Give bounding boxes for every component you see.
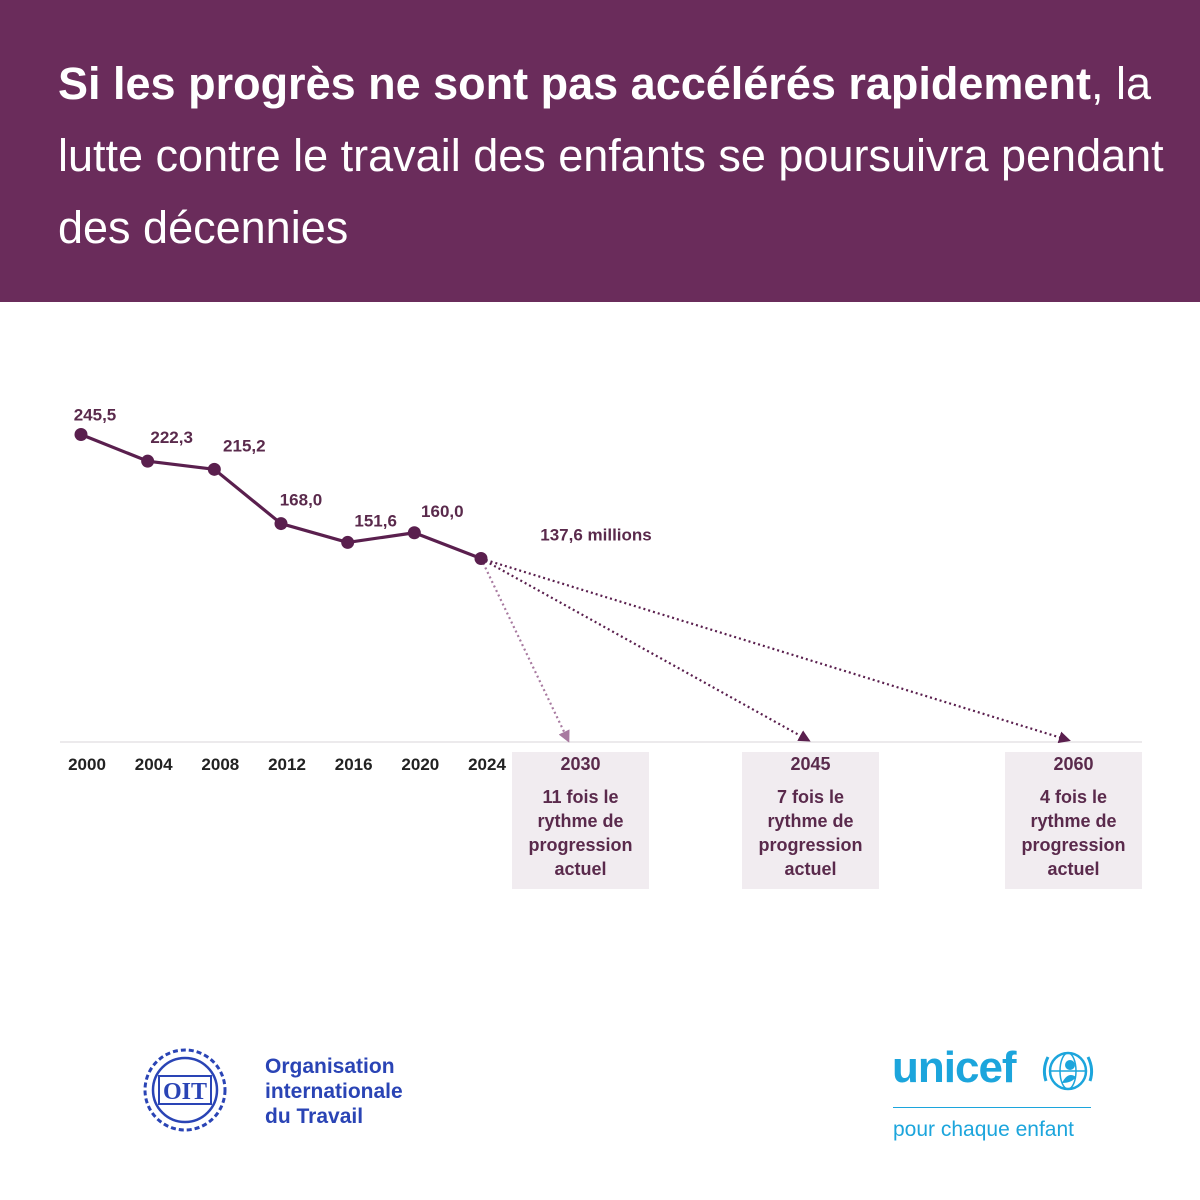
x-tick-label: 2012 bbox=[268, 755, 306, 774]
x-tick-label: 2004 bbox=[135, 755, 173, 774]
projection-label: 2030 11 fois le rythme de progression act… bbox=[512, 752, 649, 881]
header-banner: Si les progrès ne sont pas accélérés rap… bbox=[0, 0, 1200, 302]
projection-text: 4 fois le rythme de progression actuel bbox=[1021, 787, 1126, 879]
projection-text: 7 fois le rythme de progression actuel bbox=[758, 787, 863, 879]
title-regular-part: , la lutte contre le travail des enfants… bbox=[58, 58, 1164, 253]
data-point bbox=[141, 454, 155, 468]
unicef-divider bbox=[893, 1107, 1091, 1108]
x-tick-label: 2024 bbox=[468, 755, 506, 774]
unicef-emblem-icon bbox=[1042, 1051, 1094, 1091]
data-point bbox=[341, 535, 355, 549]
data-point bbox=[274, 517, 288, 531]
projection-label: 2045 7 fois le rythme de progression actu… bbox=[742, 752, 879, 881]
page-title: Si les progrès ne sont pas accélérés rap… bbox=[58, 48, 1168, 264]
child-labour-chart: 2000 2004 2008 2012 2016 2020 2024 245,5 222,3 2… bbox=[60, 406, 1142, 774]
projection-text: 11 fois le rythme de progression actuel bbox=[528, 787, 633, 879]
ilo-logo: OIT bbox=[143, 1048, 227, 1132]
data-label: 137,6 millions bbox=[540, 526, 652, 545]
ilo-emblem: OIT bbox=[143, 1048, 227, 1132]
ilo-name-line: du Travail bbox=[265, 1105, 364, 1128]
projection-label: 2060 4 fois le rythme de progression actu… bbox=[1005, 752, 1142, 881]
projection-arrow bbox=[480, 558, 570, 743]
data-label: 222,3 bbox=[150, 428, 193, 447]
projection-year-label: 2045 bbox=[790, 754, 831, 774]
projection-arrow bbox=[480, 557, 811, 742]
projection-box bbox=[512, 752, 649, 889]
ilo-emblem-text: OIT bbox=[163, 1079, 207, 1105]
unicef-wordmark: unicef bbox=[892, 1043, 1017, 1092]
ilo-name-line: internationale bbox=[265, 1080, 403, 1103]
ilo-name: Organisation internationale du Travail bbox=[265, 1054, 403, 1129]
unicef-tagline: pour chaque enfant bbox=[893, 1118, 1074, 1141]
projection-box bbox=[742, 752, 879, 889]
data-label: 215,2 bbox=[223, 436, 266, 455]
projection-year-label: 2030 bbox=[560, 754, 601, 774]
x-tick-label: 2016 bbox=[335, 755, 373, 774]
x-tick-label: 2000 bbox=[68, 755, 106, 774]
data-label: 160,0 bbox=[421, 502, 464, 521]
data-point bbox=[474, 552, 488, 565]
projection-box bbox=[1005, 752, 1142, 889]
data-point bbox=[207, 462, 221, 476]
projection-year-label: 2060 bbox=[1053, 754, 1094, 774]
projection-arrow bbox=[480, 557, 1071, 744]
x-tick-label: 2008 bbox=[201, 755, 239, 774]
data-label: 151,6 bbox=[354, 511, 397, 530]
data-point bbox=[407, 526, 421, 540]
data-point bbox=[74, 428, 88, 441]
data-label: 245,5 bbox=[74, 406, 117, 425]
title-bold-part: Si les progrès ne sont pas accélérés rap… bbox=[58, 58, 1091, 109]
ilo-name-line: Organisation bbox=[265, 1055, 395, 1078]
data-label: 168,0 bbox=[280, 491, 323, 510]
x-tick-label: 2020 bbox=[401, 755, 439, 774]
